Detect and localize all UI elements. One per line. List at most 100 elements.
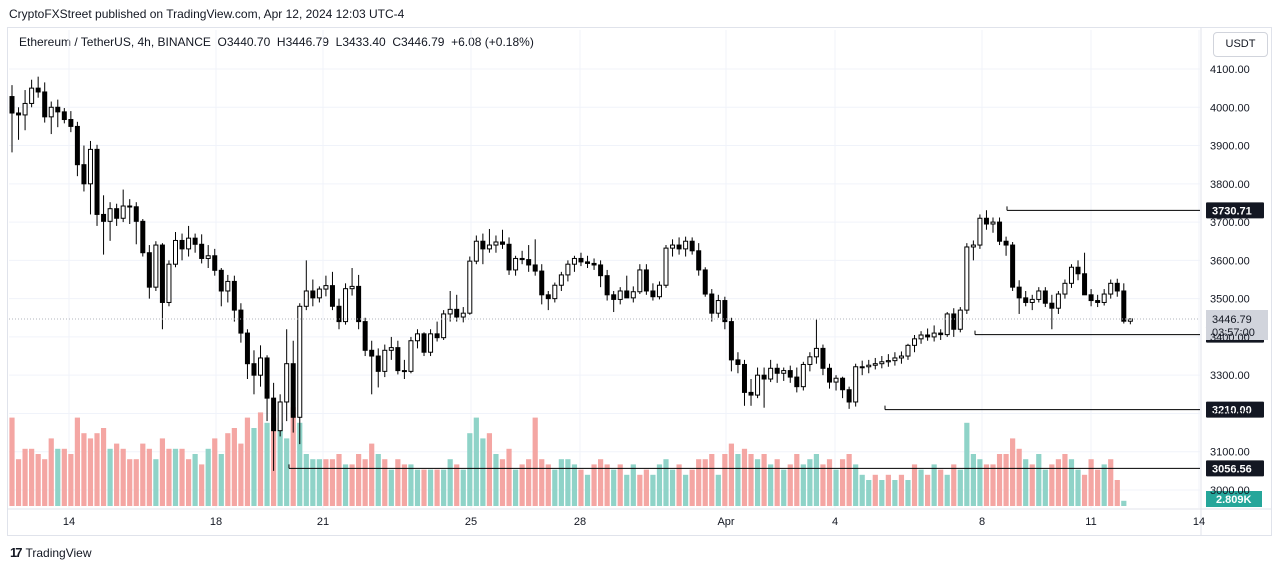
volume-bar (689, 469, 695, 506)
candle-body (218, 269, 224, 292)
volume-bar (526, 459, 532, 506)
volume-bar (388, 469, 394, 506)
volume-bar (81, 433, 87, 506)
y-tick-label: 3200.00 (1210, 408, 1250, 420)
candle-body (55, 106, 61, 113)
symbol-name[interactable]: Ethereum / TetherUS, 4h, BINANCE (19, 35, 211, 49)
candle-body (225, 280, 231, 292)
volume-bar (231, 428, 237, 506)
footer: 17 TradingView (10, 545, 92, 560)
footer-brand[interactable]: TradingView (25, 545, 92, 560)
volume-bar (140, 443, 146, 506)
chart-frame (7, 27, 1272, 536)
volume-bar (1010, 438, 1016, 506)
tradingview-logo-icon[interactable]: 17 (10, 545, 23, 560)
y-tick-label: 3100.00 (1210, 447, 1250, 459)
level-badge (1206, 401, 1264, 418)
candle-body (977, 217, 983, 246)
volume-bar (931, 464, 937, 506)
volume-bar (669, 469, 676, 506)
y-tick-label: 4100.00 (1210, 64, 1250, 76)
volume-bar (1068, 459, 1075, 506)
candle-body (761, 374, 767, 380)
volume-bar (643, 469, 649, 506)
volume-bar (218, 454, 224, 506)
volume-bar (859, 474, 865, 506)
volume-bar (663, 459, 669, 506)
candle-body (774, 367, 780, 374)
volume-bar (447, 459, 453, 506)
candle-body (879, 361, 885, 365)
volume-bar (107, 448, 113, 506)
candle-body (807, 356, 813, 365)
volume-bar (212, 438, 218, 506)
volume-bar (284, 438, 290, 506)
candle-body (506, 243, 512, 271)
candle-body (558, 274, 564, 286)
levels: 3730.713405.993210.003056.563446.7903:57… (9, 202, 1268, 507)
candle-body (231, 280, 237, 311)
volume-bars (9, 407, 1127, 506)
volume-bar (715, 474, 721, 506)
volume-bar (369, 443, 375, 506)
volume-bar (486, 433, 493, 506)
currency-unit-button[interactable]: USDT (1213, 32, 1268, 57)
volume-bar (696, 459, 702, 506)
volume-bar (853, 464, 859, 506)
volume-bar (277, 422, 283, 506)
candle-body (1029, 298, 1035, 303)
volume-bar (728, 443, 734, 506)
candle-body (329, 285, 335, 307)
candle-body (1049, 302, 1055, 309)
volume-bar (29, 448, 35, 506)
candle-body (1062, 282, 1068, 295)
volume-bar (238, 443, 244, 506)
x-tick-label: 18 (210, 516, 222, 528)
volume-bar (1036, 454, 1042, 506)
candle-body (408, 340, 414, 372)
candle-body (748, 391, 754, 396)
candle-body (1023, 297, 1029, 303)
candle-body (349, 285, 355, 290)
candle-body (1003, 240, 1009, 246)
volume-bar (892, 480, 898, 506)
volume-bar (493, 454, 499, 506)
y-tick-label: 3400.00 (1210, 332, 1250, 344)
candle-body (552, 284, 558, 300)
volume-bar (741, 448, 748, 506)
candle-body (264, 357, 270, 399)
volume-bar (545, 464, 551, 506)
price-axis: 4100.00 4000.00 3900.00 3800.00 3700.00 3600.… (1210, 64, 1250, 497)
volume-bar (244, 417, 251, 506)
volume-bar (179, 448, 185, 506)
volume-bar (826, 459, 833, 506)
volume-bar (630, 464, 636, 506)
volume-bar (1049, 464, 1055, 506)
candle-body (827, 367, 832, 383)
volume-bar (427, 469, 434, 506)
volume-bar (1029, 464, 1035, 506)
candle-body (519, 257, 525, 261)
candle-body (964, 246, 970, 311)
candle-body (1042, 290, 1048, 304)
candle-body (434, 333, 440, 339)
candle-body (186, 237, 192, 250)
candle-body (323, 285, 329, 290)
y-tick-label: 3700.00 (1210, 217, 1250, 229)
volume-bar (519, 464, 525, 506)
volume-bar (938, 469, 944, 506)
volume-bar (434, 469, 440, 506)
volume-bar (153, 459, 159, 506)
candle-body (872, 363, 878, 366)
volume-bar (584, 474, 591, 506)
candle-body (545, 294, 551, 300)
candle-body (48, 106, 54, 118)
volume-bar (185, 459, 192, 506)
volume-bar (709, 454, 715, 506)
level-label: 3056.56 (1212, 463, 1252, 475)
candle-body (140, 220, 146, 254)
volume-bar (473, 417, 479, 506)
volume-bar (565, 459, 571, 506)
volume-bar (512, 469, 519, 506)
